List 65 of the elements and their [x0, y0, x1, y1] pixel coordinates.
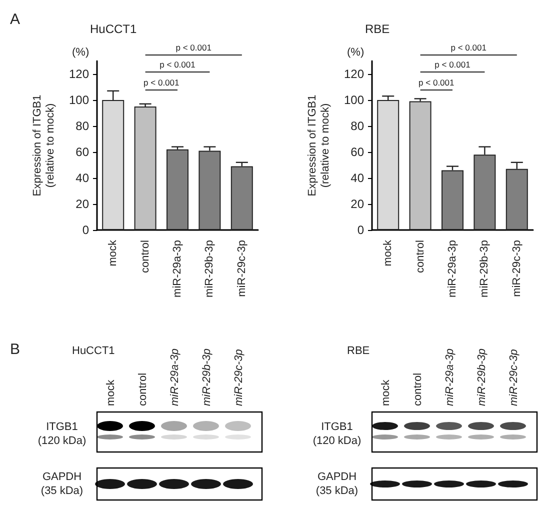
- bar: [409, 101, 432, 230]
- x-tick-label: mock: [382, 240, 394, 266]
- y-tick-label: 80: [76, 119, 90, 133]
- text: miR-29b-3p: [476, 348, 488, 406]
- text: GAPDH: [42, 471, 82, 483]
- annotation: p < 0.001: [434, 60, 471, 70]
- y-tick-label: 100: [68, 93, 90, 107]
- chart-title: RBE: [365, 22, 390, 36]
- x-tick-label: miR-29a-3p: [172, 240, 184, 298]
- text: (120 kDa): [312, 435, 362, 447]
- text: ITGB1: [321, 421, 353, 433]
- x-tick-label: mock: [107, 240, 120, 266]
- y-tick-label: 40: [350, 171, 364, 185]
- y-tick-label: 120: [68, 67, 90, 81]
- text: (%): [347, 46, 364, 58]
- bar: [134, 106, 156, 230]
- text: B: [10, 341, 20, 358]
- y-axis-title: Expression of ITGB1 (relative to mock): [32, 94, 56, 196]
- text: (120 kDa): [38, 435, 86, 447]
- text: miR-29b-3p: [201, 348, 213, 406]
- text: miR-29c-3p: [508, 349, 520, 406]
- text: miR-29c-3p: [233, 349, 245, 406]
- text: HuCCT1: [72, 345, 115, 357]
- text: GAPDH: [317, 471, 357, 483]
- y-tick-label: 60: [350, 145, 364, 159]
- y-axis-title: Expression of ITGB1 (relative to mock): [306, 94, 332, 196]
- y-tick-label: 20: [76, 197, 90, 211]
- x-tick-label: miR-29b-3p: [478, 240, 491, 298]
- y-tick-label: 0: [82, 223, 90, 237]
- y-tick-label: 60: [76, 145, 90, 159]
- text: control: [137, 372, 149, 406]
- bar: [230, 166, 253, 230]
- y-tick-label: 100: [344, 93, 364, 107]
- bar: [166, 149, 188, 230]
- text: miR-29a-3p: [444, 348, 456, 406]
- text: miR-29a-3p: [169, 348, 181, 406]
- bar: [198, 150, 221, 230]
- y-tick-label: 0: [357, 223, 364, 237]
- bar: [442, 170, 464, 230]
- annotation: p < 0.001: [418, 78, 455, 88]
- text: (35 kDa): [40, 485, 84, 497]
- x-tick-label: control: [414, 240, 426, 274]
- text: ITGB1: [46, 421, 78, 433]
- bar: [377, 100, 400, 230]
- y-tick-label: 20: [350, 197, 364, 211]
- text: mock: [105, 379, 117, 406]
- text: p < 0.001: [176, 42, 212, 52]
- annotation: p < 0.001: [160, 60, 196, 70]
- x-tick-label: miR-29c-3p: [510, 240, 523, 297]
- y-tick-label: 80: [350, 119, 364, 133]
- text: A: [10, 11, 20, 28]
- annotation: p < 0.001: [144, 78, 180, 88]
- text: p < 0.001: [450, 42, 487, 52]
- x-tick-label: miR-29c-3p: [236, 240, 248, 297]
- text: mock: [380, 379, 392, 406]
- text: (%): [72, 46, 90, 58]
- text: (35 kDa): [316, 485, 358, 497]
- text: control: [412, 372, 424, 406]
- x-tick-label: miR-29b-3p: [204, 240, 216, 298]
- y-tick-label: 120: [344, 67, 364, 81]
- x-tick-label: control: [139, 240, 152, 274]
- text: RBE: [347, 345, 370, 357]
- x-tick-label: miR-29a-3p: [446, 240, 458, 298]
- y-tick-label: 40: [76, 171, 90, 185]
- chart-title: HuCCT1: [90, 22, 137, 36]
